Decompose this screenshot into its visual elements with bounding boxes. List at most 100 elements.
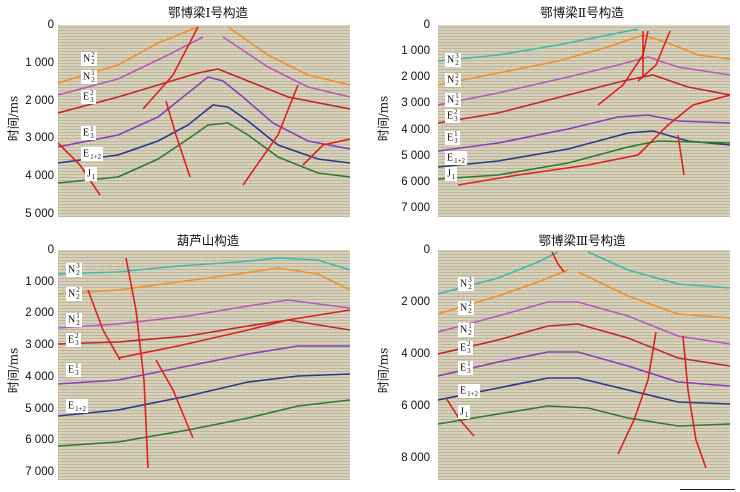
- y-tick-label: 0: [423, 244, 430, 256]
- seismic-overlay: [438, 251, 730, 469]
- horizon-label: J 1: [85, 167, 98, 181]
- y-tick-label: 3 000: [25, 132, 54, 145]
- fault-line: [677, 134, 685, 176]
- panel-title: 葫芦山构造: [176, 233, 240, 248]
- horizon-n2-2: [438, 34, 730, 86]
- fault-line: [125, 257, 149, 469]
- fault-line: [155, 359, 194, 439]
- fault-line: [637, 30, 671, 82]
- seismic-overlay: [58, 257, 350, 469]
- y-tick-label: 5 000: [25, 208, 54, 220]
- y-tick-label: 6 000: [25, 434, 54, 447]
- fault-line: [551, 251, 565, 273]
- y-tick-label: 0: [47, 19, 54, 31]
- fault-line: [445, 397, 475, 437]
- y-tick-label: 2 000: [401, 71, 430, 84]
- horizon-label: J 1: [445, 167, 458, 181]
- horizon-e3-2: [58, 319, 350, 345]
- horizon-label: E 1+2: [81, 147, 104, 161]
- horizon-label: E 1+2: [66, 399, 89, 413]
- fault-line: [617, 331, 657, 455]
- horizon-n2-3-right: [587, 251, 730, 289]
- horizon-label: J 1: [458, 405, 471, 419]
- panel-title: 鄂博梁Ⅲ号构造: [538, 233, 626, 248]
- y-tick-label: 8 000: [401, 452, 430, 464]
- fault-line: [142, 26, 199, 110]
- horizon-j1: [438, 140, 730, 180]
- horizon-j1: [58, 122, 350, 184]
- y-tick-label: 2 000: [25, 94, 54, 107]
- horizon-n2-1: [438, 56, 730, 106]
- y-tick-label: 3 000: [401, 97, 430, 110]
- y-tick-label: 1 000: [25, 275, 54, 288]
- fault-line: [242, 84, 299, 186]
- y-tick-label: 5 000: [25, 402, 54, 415]
- fault-line: [457, 94, 730, 186]
- y-tick-label: 4 000: [401, 348, 430, 360]
- horizon-e3-2: [438, 74, 730, 124]
- scale-bar: [680, 489, 735, 490]
- y-tick-label: 6 000: [401, 175, 430, 188]
- horizon-j1: [58, 399, 350, 447]
- horizon-e3-2: [438, 323, 730, 367]
- horizon-e1-2: [438, 377, 730, 405]
- horizon-e3-1: [58, 76, 350, 150]
- horizon-n2-1-right: [222, 36, 350, 98]
- fault-line: [117, 309, 350, 359]
- y-tick-label: 1 000: [401, 45, 430, 58]
- horizon-n2-2-right: [227, 26, 350, 86]
- panel-title: 鄂博梁Ⅱ号构造: [540, 5, 624, 20]
- y-tick-label: 4 000: [25, 370, 54, 383]
- y-tick-label: 3 000: [25, 339, 54, 352]
- horizon-n2-3: [438, 28, 639, 62]
- fault-line: [58, 142, 101, 196]
- y-tick-label: 0: [47, 244, 54, 256]
- horizon-n2-3: [58, 257, 350, 275]
- fault-line: [597, 30, 649, 106]
- horizon-n2-2-right: [577, 271, 730, 319]
- horizon-label: E 1+2: [458, 384, 481, 398]
- y-tick-label: 2 000: [25, 307, 54, 320]
- fault-line: [302, 138, 350, 166]
- y-tick-label: 4 000: [25, 170, 54, 183]
- y-tick-label: 1 000: [25, 56, 54, 69]
- panel-title: 鄂博梁Ⅰ号构造: [168, 5, 248, 20]
- horizon-label: E 1+2: [445, 151, 468, 165]
- fault-line: [682, 335, 707, 469]
- horizon-e3-1: [438, 114, 730, 152]
- horizon-e1-2: [58, 104, 350, 164]
- y-tick-label: 7 000: [25, 466, 54, 478]
- horizon-e1-2: [58, 373, 350, 417]
- horizon-n2-2: [58, 267, 350, 295]
- horizon-j1: [438, 405, 730, 427]
- horizon-n2-3: [438, 251, 559, 295]
- fault-line: [165, 100, 191, 178]
- y-tick-label: 0: [423, 19, 430, 31]
- horizon-e1-2: [438, 130, 730, 168]
- y-tick-label: 6 000: [401, 400, 430, 412]
- y-tick-label: 7 000: [401, 202, 430, 214]
- y-tick-label: 2 000: [401, 296, 430, 308]
- seismic-overlay: [58, 26, 350, 196]
- horizon-e3-1: [438, 351, 730, 387]
